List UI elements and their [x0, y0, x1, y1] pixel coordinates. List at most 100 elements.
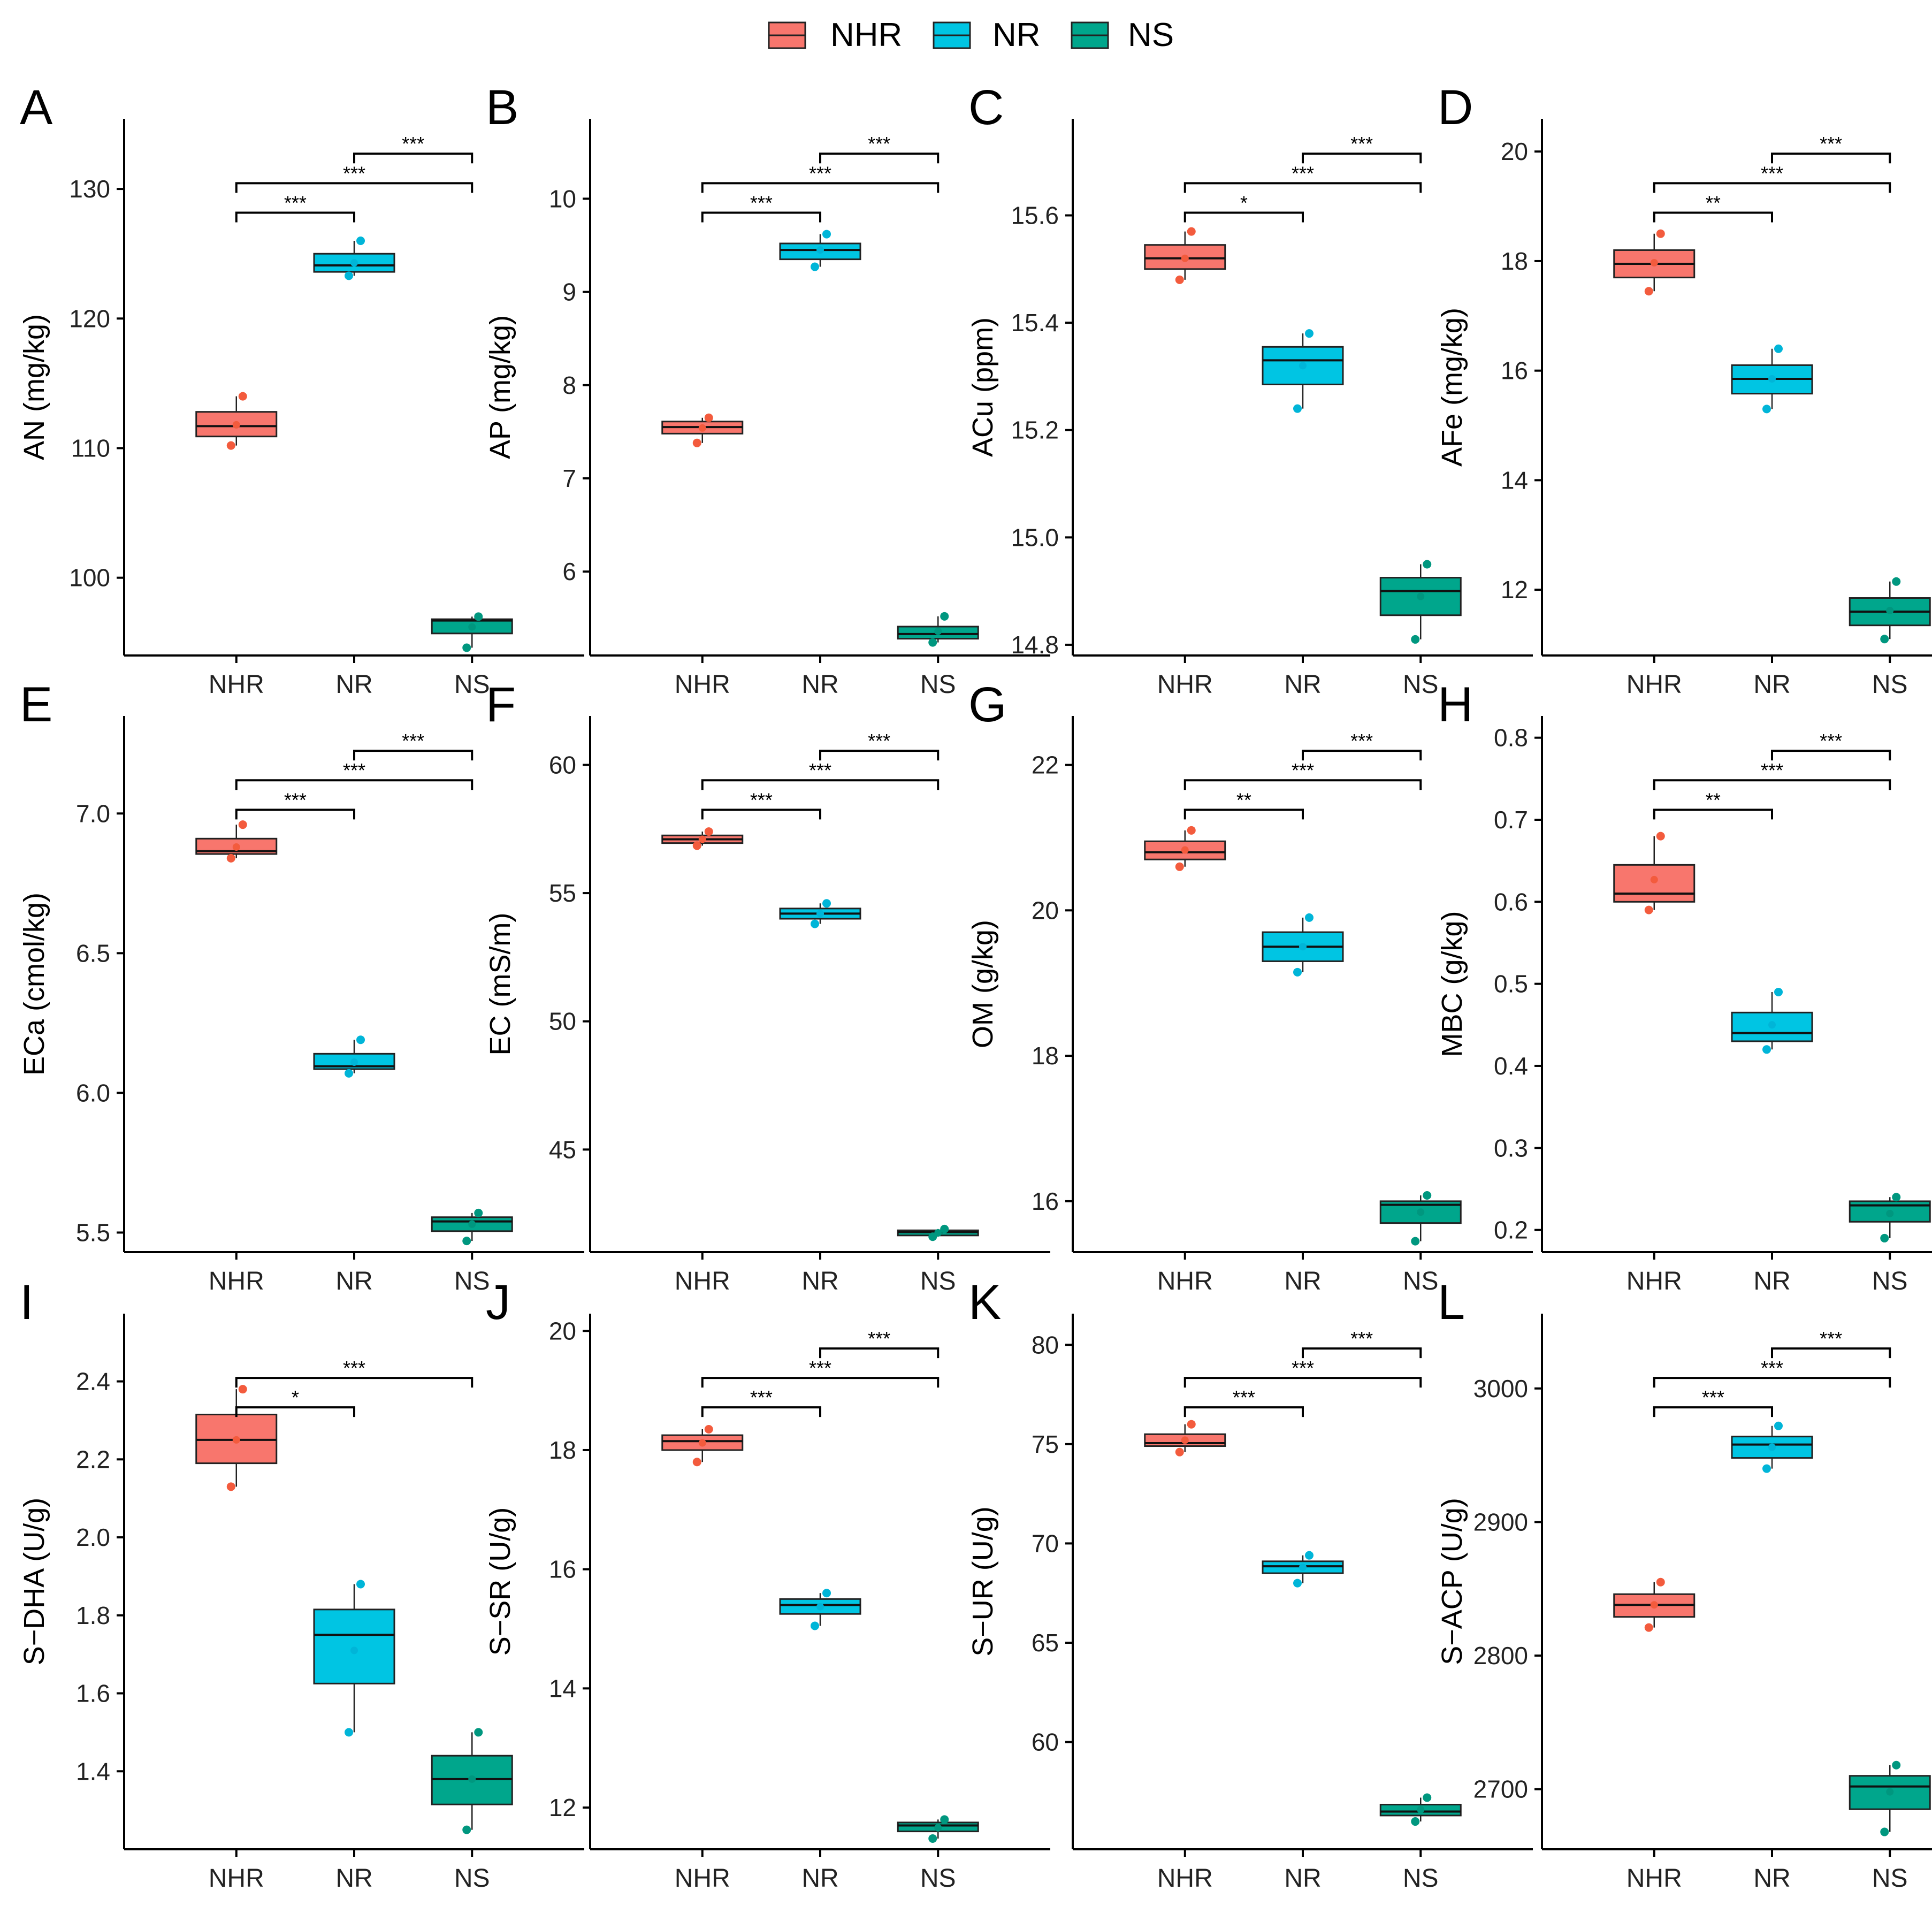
significance-bracket: ** — [1653, 192, 1773, 223]
box-nr — [1262, 329, 1344, 413]
significance-label: *** — [750, 789, 773, 811]
bracket-line — [1653, 211, 1773, 223]
bracket-line — [1183, 182, 1422, 193]
legend-item-nr: NR — [933, 17, 1041, 54]
significance-label: *** — [1820, 1328, 1842, 1350]
data-point — [345, 1728, 353, 1737]
bracket-line — [1302, 1347, 1422, 1359]
box-nr — [1731, 344, 1813, 414]
box-ns — [1849, 1760, 1931, 1836]
box-body — [1613, 864, 1696, 903]
mean-point — [698, 424, 706, 432]
data-point — [1175, 275, 1184, 284]
y-tick-label: 2700 — [1473, 1775, 1528, 1803]
y-tick-label: 60 — [549, 751, 576, 779]
significance-label: *** — [343, 759, 365, 781]
data-point — [356, 236, 365, 245]
y-tick-label: 2.2 — [76, 1445, 110, 1473]
data-point — [1423, 1793, 1432, 1802]
legend-label-nhr: NHR — [830, 17, 902, 54]
y-tick-label: 5.5 — [76, 1218, 110, 1246]
bracket-line — [1771, 153, 1891, 164]
y-tick-label: 15.0 — [1011, 523, 1059, 551]
significance-bracket: *** — [1771, 730, 1891, 761]
data-point — [692, 841, 701, 850]
mean-point — [698, 1439, 706, 1447]
mean-point — [350, 1646, 358, 1655]
box-ns — [1379, 560, 1462, 644]
significance-bracket: *** — [701, 759, 940, 790]
x-tick-label: NS — [1872, 1864, 1908, 1893]
bracket-line — [819, 1347, 940, 1359]
data-point — [822, 1589, 831, 1598]
y-tick-label: 6 — [562, 558, 576, 585]
bracket-line — [1183, 779, 1422, 790]
data-point — [226, 853, 235, 863]
significance-bracket: *** — [235, 759, 474, 790]
y-tick-label: 15.4 — [1011, 309, 1059, 337]
bracket-line — [235, 182, 474, 193]
box-nhr — [1613, 832, 1696, 914]
significance-bracket: ** — [1183, 789, 1304, 820]
mean-point — [1768, 1021, 1776, 1029]
y-tick-label: 0.7 — [1494, 806, 1528, 834]
significance-label: *** — [1350, 730, 1373, 752]
data-point — [226, 1482, 235, 1491]
y-axis-title: AP (mg/kg) — [484, 315, 516, 459]
y-tick-label: 14 — [549, 1674, 576, 1702]
box-nhr — [661, 1424, 744, 1467]
data-point — [692, 1458, 701, 1467]
y-tick-label: 70 — [1032, 1529, 1059, 1557]
panel-label: F — [486, 677, 516, 732]
bracket-line — [1183, 1377, 1422, 1388]
data-point — [1656, 1577, 1665, 1587]
data-point — [1892, 577, 1901, 586]
significance-label: * — [292, 1386, 299, 1408]
panel-label: I — [20, 1275, 34, 1330]
x-tick-label: NR — [801, 670, 838, 699]
significance-bracket: *** — [701, 1357, 940, 1388]
mean-point — [1181, 846, 1189, 854]
significance-bracket: *** — [1302, 730, 1422, 761]
box-nhr — [1144, 826, 1226, 871]
significance-label: *** — [1292, 1357, 1314, 1379]
box-nr — [1731, 987, 1813, 1054]
significance-bracket: *** — [701, 789, 821, 820]
significance-label: *** — [1820, 133, 1842, 155]
box-nhr — [195, 392, 278, 450]
x-tick-label: NHR — [209, 1864, 264, 1893]
x-tick-label: NHR — [675, 1864, 730, 1893]
y-axis-title: S−SR (U/g) — [484, 1507, 516, 1656]
panel-label: K — [968, 1275, 1001, 1330]
box-ns — [1379, 1793, 1462, 1826]
mean-point — [350, 1058, 358, 1066]
data-point — [462, 1237, 471, 1246]
significance-label: *** — [750, 1386, 773, 1408]
data-point — [704, 1424, 713, 1434]
data-point — [462, 643, 471, 652]
y-tick-label: 18 — [1032, 1042, 1059, 1070]
bracket-line — [235, 211, 355, 223]
data-point — [1762, 405, 1771, 414]
data-point — [356, 1580, 365, 1589]
data-point — [1411, 1237, 1420, 1246]
legend-item-ns: NS — [1071, 17, 1174, 54]
mean-point — [934, 1824, 942, 1832]
panel-label: H — [1438, 677, 1473, 732]
panel-k: K 60 65 70 75 80 S−UR (U/g) NHR NR NS *** *** *** — [967, 1275, 1533, 1893]
data-point — [1423, 560, 1432, 569]
significance-bracket: *** — [819, 730, 940, 761]
mean-point — [1181, 254, 1189, 262]
significance-label: *** — [809, 1357, 831, 1379]
bracket-line — [701, 779, 940, 790]
data-point — [474, 1728, 483, 1737]
mean-point — [232, 843, 240, 851]
bracket-line — [1302, 153, 1422, 164]
x-tick-label: NHR — [1157, 670, 1213, 699]
significance-label: *** — [1820, 730, 1842, 752]
significance-bracket: *** — [1183, 759, 1422, 790]
x-tick-label: NR — [801, 1267, 838, 1295]
y-tick-label: 45 — [549, 1135, 576, 1163]
